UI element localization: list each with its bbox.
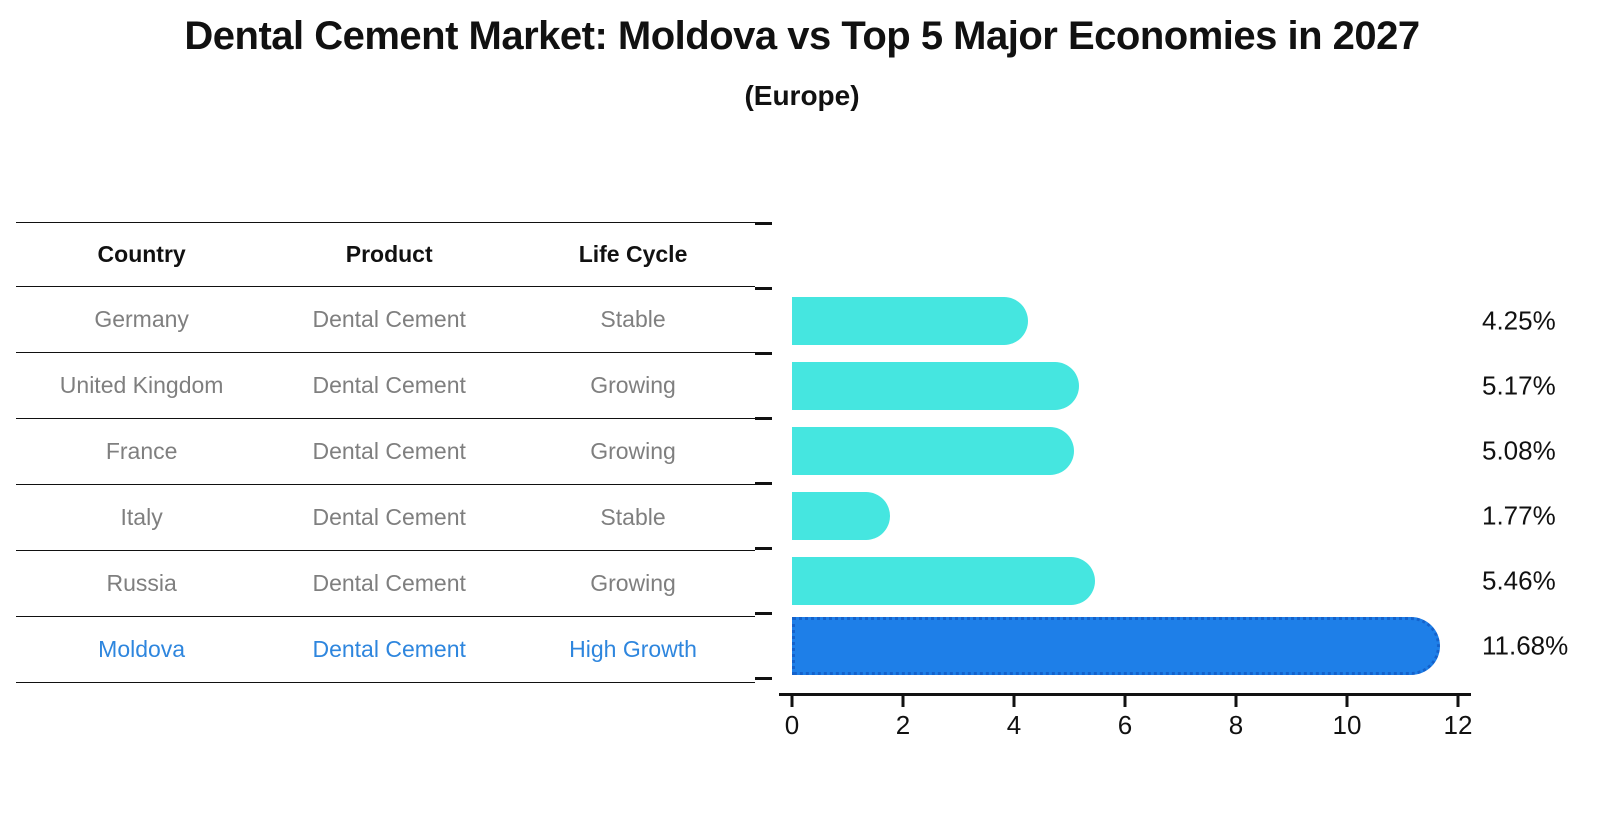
x-axis-tick-label: 0 [784,710,800,740]
column-header-product: Product [345,241,433,267]
bar-value-label-germany: 4.25% [1482,305,1556,335]
cell-product: Dental Cement [312,504,466,530]
cell-country: Moldova [98,636,186,662]
cell-life-cycle: Growing [590,570,676,596]
bar-value-label-italy: 1.77% [1482,500,1556,530]
x-axis-tick [790,696,794,707]
cell-country: Germany [94,306,189,332]
table-row-moldova: Moldova Dental Cement High Growth [16,617,755,683]
bar-value-label-russia: 5.46% [1482,565,1556,595]
y-axis-tick [755,677,772,680]
cell-country: Russia [106,570,177,596]
x-axis-tick-label: 12 [1443,710,1473,740]
cell-life-cycle: Growing [590,438,676,464]
x-axis-tick-label: 6 [1117,710,1133,740]
x-axis-tick-label: 8 [1228,710,1244,740]
table-row-france: France Dental Cement Growing [16,419,755,485]
cell-country: France [105,438,178,464]
cell-product: Dental Cement [312,438,466,464]
x-axis-tick [1456,696,1460,707]
y-axis-tick [755,417,772,420]
y-axis-tick [755,547,772,550]
bar-russia [792,556,1095,605]
table-row-russia: Russia Dental Cement Growing [16,551,755,617]
x-axis-tick [1345,696,1349,707]
x-axis-tick [1012,696,1016,707]
bar-value-label-united-kingdom: 5.17% [1482,370,1556,400]
x-axis-tick-label: 4 [1006,710,1022,740]
bar-chart: 4.25% 5.17% 5.08% 1.77% 5.46% 11.68% 0 2 4 6 8 10 1… [755,222,1604,763]
y-axis-tick [755,222,772,225]
table-row-germany: Germany Dental Cement Stable [16,287,755,353]
cell-life-cycle: Growing [590,372,676,398]
y-axis-tick [755,352,772,355]
cell-life-cycle: High Growth [569,636,697,662]
table-row-italy: Italy Dental Cement Stable [16,485,755,551]
table-row-united-kingdom: United Kingdom Dental Cement Growing [16,353,755,419]
x-axis-tick [901,696,905,707]
page-subtitle: (Europe) [744,80,860,111]
cell-life-cycle: Stable [600,306,666,332]
x-axis-line [779,693,1471,696]
bar-italy [792,491,890,540]
bar-value-label-moldova: 11.68% [1482,630,1569,660]
table-body: Germany Dental Cement Stable United Kingdom… [16,287,755,683]
cell-product: Dental Cement [312,306,466,332]
cell-product: Dental Cement [312,636,466,662]
cell-country: United Kingdom [59,372,224,398]
x-axis-tick [1234,696,1238,707]
x-axis-tick-label: 2 [895,710,911,740]
cell-product: Dental Cement [312,570,466,596]
bar-moldova [792,616,1440,675]
bar-value-label-france: 5.08% [1482,435,1556,465]
bar-united-kingdom [792,361,1079,410]
y-axis-tick [755,287,772,290]
bar-germany [792,296,1028,345]
x-axis-tick [1123,696,1127,707]
x-axis-tick-label: 10 [1332,710,1362,740]
column-header-life-cycle: Life Cycle [578,241,688,267]
cell-country: Italy [120,504,163,530]
y-axis-tick [755,482,772,485]
page-title: Dental Cement Market: Moldova vs Top 5 M… [184,14,1420,58]
column-header-country: Country [97,241,186,267]
table-header-row: Country Product Life Cycle [16,223,755,287]
cell-life-cycle: Stable [600,504,666,530]
bar-france [792,426,1074,475]
y-axis-tick [755,612,772,615]
country-table: Country Product Life Cycle Germany Dental… [16,222,755,683]
cell-product: Dental Cement [312,372,466,398]
